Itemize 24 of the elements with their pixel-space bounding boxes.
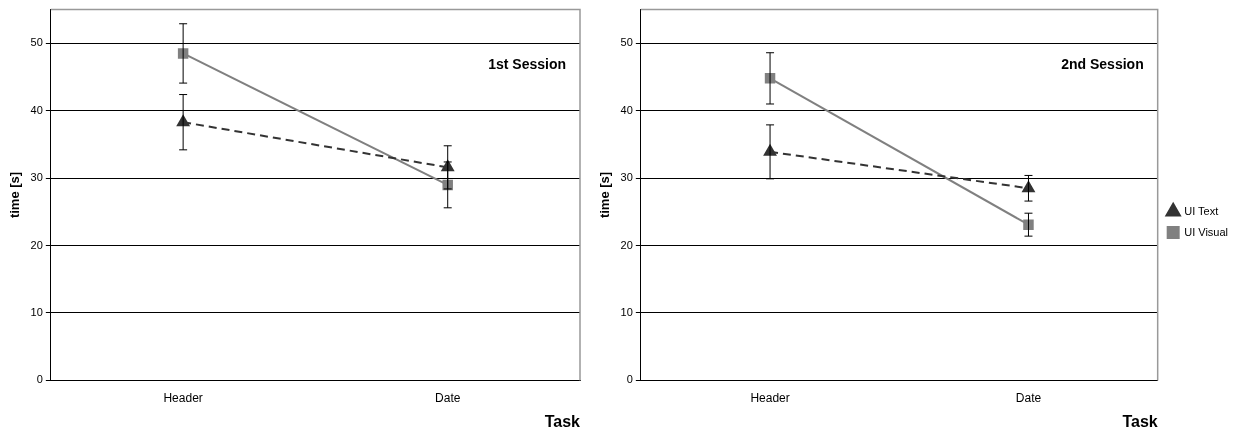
x-axis-title: Task (544, 412, 581, 430)
x-tick-label: Date (435, 390, 461, 405)
y-axis-title: time [s] (7, 171, 23, 219)
y-tick-label: 30 (30, 171, 43, 184)
x-tick-label: Date (1015, 390, 1042, 405)
x-tick-label: Header (163, 390, 203, 405)
y-tick-label: 10 (30, 306, 43, 319)
y-tick-label: 40 (30, 103, 43, 116)
annotation: 1st Session (488, 56, 566, 73)
y-tick-label: 10 (620, 306, 633, 319)
y-tick-label: 50 (30, 36, 43, 49)
y-tick-label: 40 (620, 103, 633, 116)
y-tick-label: 30 (620, 171, 633, 184)
y-tick-label: 20 (30, 238, 43, 251)
y-tick-label: 0 (36, 373, 43, 386)
x-tick-label: Header (750, 390, 790, 405)
legend-label: UI Text (1184, 204, 1219, 217)
legend-label: UI Visual (1184, 225, 1229, 238)
y-tick-label: 20 (620, 238, 633, 251)
y-tick-label: 0 (626, 373, 633, 386)
y-tick-label: 50 (620, 36, 633, 49)
y-axis-title: time [s] (597, 171, 613, 219)
x-axis-title: Task (1122, 412, 1158, 430)
annotation: 2nd Session (1061, 56, 1144, 73)
